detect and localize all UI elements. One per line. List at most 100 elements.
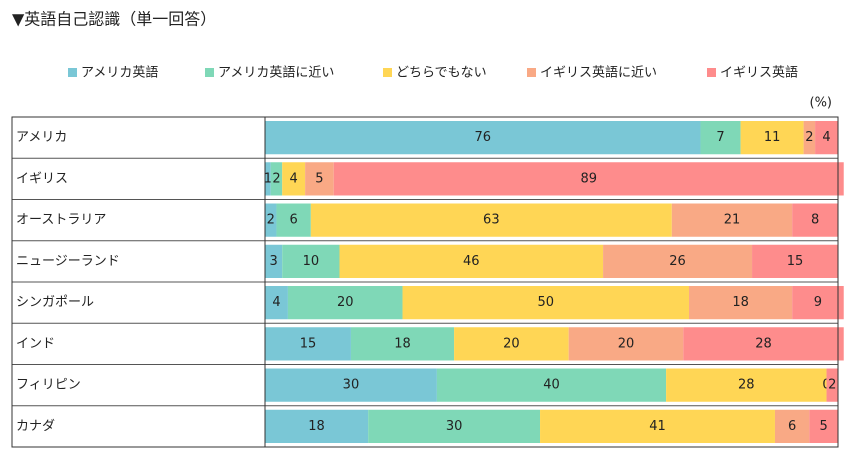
data-label: 28 xyxy=(738,378,755,393)
bar-segment xyxy=(282,244,340,278)
legend-swatch xyxy=(707,68,716,77)
data-label: 41 xyxy=(649,419,666,434)
bar-segment xyxy=(265,368,437,402)
data-label: 8 xyxy=(811,213,819,228)
legend-label: イギリス英語に近い xyxy=(540,65,657,81)
bar-segment xyxy=(282,162,306,196)
data-label: 20 xyxy=(618,336,635,351)
data-label: 4 xyxy=(272,295,280,310)
legend-swatch xyxy=(527,68,536,77)
data-label: 3 xyxy=(269,254,277,269)
data-label: 18 xyxy=(732,295,749,310)
bar-segment xyxy=(402,286,690,320)
bar-segment xyxy=(689,286,793,320)
bar-segment xyxy=(568,327,684,361)
data-label: 21 xyxy=(724,213,741,228)
chart-title: ▼英語自己認識（単一回答） xyxy=(12,10,216,29)
data-label: 40 xyxy=(543,378,560,393)
data-label: 20 xyxy=(503,336,520,351)
category-label: フィリピン xyxy=(16,378,81,393)
bar-segment xyxy=(270,162,283,196)
unit-label: (%) xyxy=(810,96,833,111)
legend-swatch xyxy=(205,68,214,77)
data-label: 50 xyxy=(537,295,554,310)
bar-segment xyxy=(305,162,334,196)
category-label: アメリカ xyxy=(16,130,67,145)
data-label: 46 xyxy=(463,254,480,269)
bar-segment xyxy=(671,203,793,237)
bar-segment xyxy=(752,244,838,278)
bar-segment xyxy=(792,203,838,237)
data-label: 1 xyxy=(264,171,272,186)
table-border xyxy=(11,116,839,448)
data-label: 15 xyxy=(300,336,317,351)
bar-segment xyxy=(683,327,844,361)
bar-segment xyxy=(826,368,838,402)
category-label: ニュージーランド xyxy=(16,254,120,269)
legend-swatch xyxy=(383,68,392,77)
bar-segment xyxy=(774,409,810,443)
bar-segment xyxy=(454,327,569,361)
data-label: 5 xyxy=(820,419,828,434)
data-label: 30 xyxy=(446,419,463,434)
bar-segment xyxy=(265,286,288,320)
bar-segment xyxy=(436,368,667,402)
bar-segment xyxy=(339,244,604,278)
bar-segment xyxy=(368,409,541,443)
bar-segment xyxy=(287,286,403,320)
data-label: 6 xyxy=(788,419,796,434)
legend-label: アメリカ英語 xyxy=(81,65,158,81)
legend-label: どちらでもない xyxy=(396,66,487,81)
data-label: 4 xyxy=(290,171,298,186)
bar-segment xyxy=(265,409,369,443)
bar-segment xyxy=(276,203,311,237)
data-label: 10 xyxy=(303,254,320,269)
bar-segment xyxy=(603,244,753,278)
bar-segment xyxy=(265,327,351,361)
category-label: インド xyxy=(16,336,55,351)
category-label: イギリス xyxy=(16,171,68,186)
data-label: 6 xyxy=(290,213,298,228)
data-label: 30 xyxy=(343,378,360,393)
data-label: 20 xyxy=(337,295,354,310)
data-label: 11 xyxy=(764,130,781,145)
bar-segment xyxy=(792,286,844,320)
bar-segment xyxy=(265,203,277,237)
data-label: 2 xyxy=(828,378,836,393)
bar-segment xyxy=(265,121,701,155)
data-label: 89 xyxy=(580,171,597,186)
category-label: カナダ xyxy=(16,419,55,434)
bar-segment xyxy=(310,203,672,237)
bar-segment xyxy=(540,409,775,443)
data-label: 2 xyxy=(267,213,275,228)
bar-segment xyxy=(815,121,838,155)
bar-segment xyxy=(803,121,816,155)
bar-segment xyxy=(700,121,741,155)
data-label: 26 xyxy=(669,254,686,269)
legend-swatch xyxy=(68,68,77,77)
bar-segment xyxy=(333,162,844,196)
data-label: 9 xyxy=(814,295,822,310)
data-label: 2 xyxy=(805,130,813,145)
data-label: 18 xyxy=(394,336,411,351)
category-label: オーストラリア xyxy=(16,213,106,228)
data-label: 18 xyxy=(308,419,325,434)
bar-segment xyxy=(265,244,283,278)
data-label: 28 xyxy=(755,336,772,351)
bar-segment xyxy=(740,121,804,155)
data-label: 15 xyxy=(787,254,804,269)
bar-segment xyxy=(350,327,455,361)
bar-segment xyxy=(666,368,827,402)
bar-segment xyxy=(809,409,838,443)
category-label: シンガポール xyxy=(16,295,94,310)
legend-label: イギリス英語 xyxy=(720,65,798,81)
legend-label: アメリカ英語に近い xyxy=(218,65,334,81)
data-label: 76 xyxy=(474,130,491,145)
data-label: 5 xyxy=(315,171,323,186)
data-label: 63 xyxy=(483,213,500,228)
data-label: 2 xyxy=(272,171,280,186)
data-label: 7 xyxy=(716,130,724,145)
data-label: 4 xyxy=(822,130,830,145)
bar-segment xyxy=(265,162,271,196)
